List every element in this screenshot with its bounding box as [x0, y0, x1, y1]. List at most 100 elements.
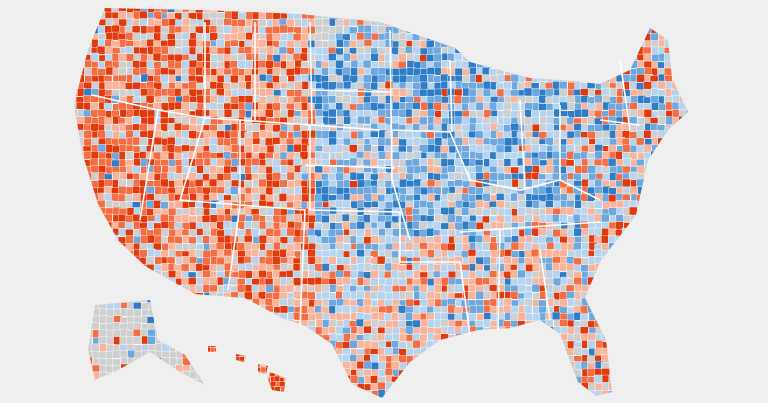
county	[628, 53, 638, 62]
county	[643, 19, 652, 29]
county	[125, 375, 134, 385]
county	[377, 108, 386, 118]
county	[196, 390, 205, 398]
county	[384, 8, 394, 13]
county	[427, 144, 436, 153]
county	[630, 334, 639, 343]
county	[530, 136, 540, 146]
county	[524, 123, 533, 133]
county	[622, 178, 631, 188]
county	[469, 355, 478, 364]
county	[426, 31, 435, 41]
county	[658, 277, 668, 287]
county	[419, 88, 428, 98]
county	[384, 262, 393, 272]
county	[244, 262, 254, 272]
county	[636, 178, 645, 188]
county	[524, 291, 533, 300]
county	[694, 74, 702, 82]
county	[551, 354, 561, 363]
county	[237, 60, 246, 69]
county	[391, 18, 401, 28]
county	[161, 298, 170, 308]
county	[272, 348, 282, 357]
county	[133, 290, 142, 300]
county	[167, 390, 176, 398]
county	[658, 249, 668, 258]
county	[658, 158, 667, 168]
county	[341, 257, 351, 266]
county	[581, 8, 590, 13]
county	[525, 264, 534, 273]
county	[271, 25, 281, 35]
county	[167, 326, 176, 336]
county	[341, 305, 351, 314]
county	[194, 292, 204, 301]
county	[636, 19, 646, 28]
county	[132, 165, 141, 175]
county	[531, 334, 540, 343]
county	[146, 234, 156, 244]
county	[553, 325, 562, 335]
county	[223, 108, 233, 118]
county	[672, 33, 682, 42]
county	[672, 179, 681, 188]
county	[363, 236, 373, 245]
county	[74, 39, 79, 48]
county	[539, 326, 548, 336]
county	[174, 8, 183, 14]
county	[663, 334, 673, 344]
county	[664, 172, 674, 181]
county	[419, 24, 429, 34]
county	[314, 193, 323, 203]
county	[132, 277, 142, 287]
county	[517, 346, 527, 356]
county	[287, 355, 296, 364]
county	[678, 194, 688, 203]
county	[259, 340, 268, 349]
county	[104, 80, 114, 90]
county	[685, 144, 688, 154]
county	[392, 75, 401, 84]
county	[216, 369, 226, 379]
county	[678, 8, 687, 13]
county	[475, 354, 484, 364]
county	[259, 327, 269, 336]
county	[349, 17, 358, 27]
county	[308, 334, 317, 343]
county	[278, 193, 288, 202]
county	[572, 32, 582, 41]
county	[539, 8, 548, 13]
county	[363, 360, 372, 370]
county	[545, 369, 554, 379]
county	[693, 160, 701, 168]
county	[685, 333, 688, 342]
county	[693, 222, 701, 230]
county	[629, 81, 638, 91]
county	[643, 305, 652, 314]
county	[672, 306, 681, 315]
county	[90, 269, 99, 279]
county	[244, 144, 253, 154]
county	[83, 388, 92, 398]
county	[644, 375, 653, 384]
county	[140, 271, 149, 280]
county	[398, 369, 407, 379]
county	[350, 375, 359, 384]
county	[299, 8, 309, 13]
county	[342, 131, 351, 140]
county	[685, 192, 688, 202]
county	[139, 10, 148, 20]
county	[76, 201, 86, 210]
county	[231, 327, 240, 336]
county	[686, 242, 688, 251]
county	[594, 94, 603, 104]
county	[483, 340, 492, 349]
county	[321, 193, 330, 203]
county	[601, 61, 610, 70]
county	[203, 130, 213, 139]
county	[327, 369, 337, 378]
county	[537, 60, 547, 69]
county	[623, 305, 633, 314]
county	[76, 186, 85, 195]
